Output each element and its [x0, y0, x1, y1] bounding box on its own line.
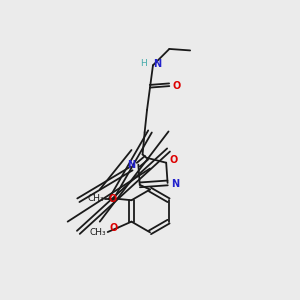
Text: O: O	[110, 223, 118, 232]
Text: N: N	[127, 160, 135, 170]
Text: O: O	[170, 155, 178, 165]
Text: N: N	[171, 178, 179, 188]
Text: O: O	[108, 194, 117, 204]
Text: O: O	[173, 81, 181, 91]
Text: N: N	[153, 58, 161, 68]
Text: CH₃: CH₃	[90, 227, 106, 236]
Text: CH₃: CH₃	[87, 194, 104, 203]
Text: H: H	[140, 59, 146, 68]
